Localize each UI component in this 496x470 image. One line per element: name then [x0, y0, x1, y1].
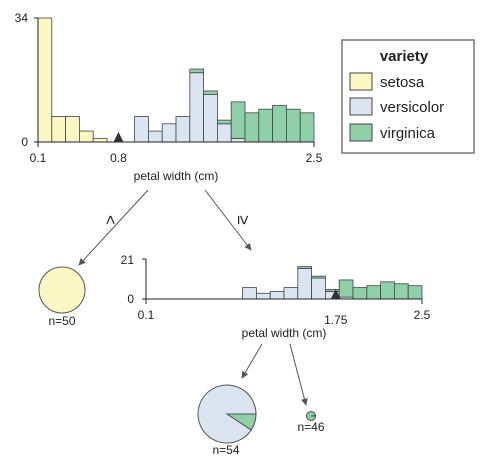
legend-label-versicolor: versicolor — [380, 99, 444, 116]
legend-swatch-setosa — [349, 72, 373, 91]
inner-split-node: 21 0 0.1 2.5 1.75 petal width (cm) — [121, 253, 431, 340]
branch-less-than-label: < — [101, 215, 120, 225]
root-split-node: 34 0 0.1 2.5 0.8 petal width (cm) — [15, 11, 323, 183]
inner-x-axis-title: petal width (cm) — [242, 326, 327, 340]
root-bar-setosa-3 — [79, 130, 94, 143]
root-bar-virginica-11 — [189, 68, 205, 74]
root-bar-setosa-4 — [92, 137, 108, 143]
root-bar-virginica-15 — [244, 112, 260, 143]
root-bar-versicolor-10 — [175, 116, 191, 143]
legend: variety setosa versicolor virginica — [341, 39, 475, 154]
root-bar-virginica-12 — [203, 90, 218, 95]
inner-bar-versicolor-8 — [255, 292, 271, 300]
legend-title: variety — [380, 48, 429, 65]
root-bar-setosa-0 — [37, 17, 53, 143]
root-histogram — [37, 17, 315, 143]
edge-root-to-left-leaf — [78, 189, 149, 266]
root-bar-versicolor-9 — [161, 123, 177, 143]
root-bar-virginica-13 — [216, 119, 232, 125]
inner-bar-virginica-17 — [380, 281, 395, 300]
root-bar-virginica-19 — [299, 112, 315, 143]
leaf-inner-left-slice-virginica — [225, 413, 257, 431]
inner-bar-virginica-16 — [366, 285, 381, 300]
root-bar-versicolor-11 — [189, 72, 205, 143]
inner-histogram — [242, 266, 423, 300]
root-y-max-label: 34 — [15, 11, 29, 25]
root-bar-virginica-17 — [272, 105, 287, 143]
inner-y-min-label: 0 — [127, 292, 134, 306]
inner-bar-virginica-19 — [407, 285, 423, 300]
root-y-min-label: 0 — [21, 135, 28, 149]
root-bar-versicolor-12 — [203, 94, 218, 143]
root-bar-versicolor-7 — [134, 116, 149, 143]
legend-label-setosa: setosa — [380, 74, 425, 91]
root-bar-virginica-18 — [285, 108, 301, 143]
inner-y-max-label: 21 — [121, 253, 135, 267]
inner-bar-virginica-18 — [393, 283, 409, 300]
leaf-inner-left-count-label: n=54 — [212, 443, 239, 457]
edge-inner-to-left-leaf — [241, 343, 263, 379]
legend-swatch-virginica — [349, 123, 373, 142]
root-bar-versicolor-13 — [216, 123, 232, 143]
leaf-left-pie — [38, 266, 86, 314]
root-threshold-label: 0.8 — [110, 151, 127, 165]
inner-bar-virginica-15 — [352, 287, 368, 300]
inner-x-min-label: 0.1 — [138, 308, 155, 322]
root-bar-versicolor-8 — [147, 130, 163, 143]
inner-bar-virginica-13 — [324, 289, 340, 292]
legend-swatch-versicolor — [349, 97, 373, 116]
inner-bar-virginica-12 — [311, 275, 326, 279]
leaf-left-count-label: n=50 — [48, 314, 75, 328]
leaf-inner-right-pie — [306, 411, 317, 421]
edge-inner-to-right-leaf — [289, 343, 308, 406]
inner-bar-virginica-11 — [297, 266, 312, 269]
inner-bar-versicolor-9 — [269, 290, 285, 300]
leaf-left-node: n=50 — [38, 266, 86, 328]
inner-bar-virginica-14 — [338, 279, 354, 298]
root-x-axis-title: petal width (cm) — [134, 169, 219, 183]
root-bar-virginica-14 — [230, 101, 246, 139]
leaf-inner-left-node: n=54 — [197, 384, 257, 457]
inner-edges — [241, 343, 308, 406]
root-bar-setosa-1 — [51, 116, 66, 143]
inner-x-max-label: 2.5 — [414, 308, 431, 322]
legend-label-virginica: virginica — [380, 125, 436, 142]
leaf-inner-left-pie — [197, 384, 257, 444]
inner-bar-versicolor-12 — [311, 277, 326, 300]
root-x-min-label: 0.1 — [30, 151, 47, 165]
root-bar-virginica-16 — [258, 108, 273, 143]
branch-greater-equal-label: ≥ — [234, 215, 253, 224]
root-bar-versicolor-14 — [230, 137, 246, 143]
root-bar-setosa-2 — [65, 116, 80, 143]
leaf-inner-right-node: n=46 — [297, 411, 325, 434]
root-x-max-label: 2.5 — [306, 151, 323, 165]
leaf-left-slice-setosa — [38, 266, 86, 314]
inner-threshold-label: 1.75 — [324, 313, 348, 327]
root-threshold-marker — [113, 132, 124, 142]
leaf-inner-right-count-label: n=46 — [297, 420, 324, 434]
inner-threshold-marker — [330, 289, 341, 299]
inner-bar-versicolor-7 — [242, 287, 257, 300]
root-edges: < ≥ — [78, 189, 253, 266]
inner-bar-versicolor-11 — [297, 268, 312, 300]
edge-root-to-inner-split — [204, 189, 252, 251]
inner-bar-versicolor-10 — [283, 287, 299, 300]
leaf-inner-right-slice-virginica — [306, 411, 317, 421]
